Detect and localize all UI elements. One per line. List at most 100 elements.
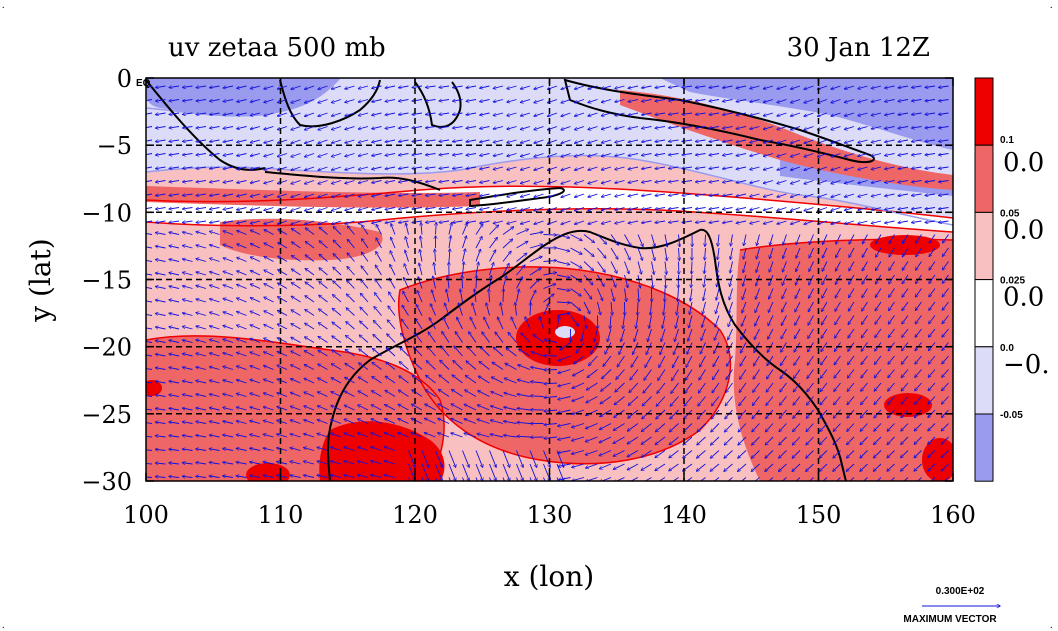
wind-arrow bbox=[264, 153, 274, 157]
wind-arrow bbox=[561, 193, 571, 197]
wind-arrow bbox=[344, 489, 355, 491]
negative-core-northeast bbox=[660, 78, 953, 150]
wind-arrow bbox=[723, 220, 733, 223]
wind-arrow bbox=[480, 85, 490, 88]
wind-arrow bbox=[264, 112, 274, 116]
vector-key-value: 0.300E+02 bbox=[936, 586, 985, 597]
wind-arrow bbox=[466, 127, 477, 129]
wind-arrow bbox=[889, 234, 895, 244]
wind-arrow bbox=[736, 112, 747, 115]
vortex-eye bbox=[555, 326, 575, 338]
wind-arrow bbox=[305, 228, 315, 235]
wind-arrow bbox=[358, 166, 369, 170]
wind-arrow bbox=[849, 234, 855, 244]
wind-arrow bbox=[912, 100, 922, 102]
wind-arrow bbox=[439, 167, 450, 169]
wind-arrow bbox=[709, 100, 720, 102]
wind-arrow bbox=[196, 167, 207, 169]
wind-arrow bbox=[763, 126, 774, 130]
wind-arrow bbox=[831, 180, 841, 184]
wind-arrow bbox=[750, 112, 760, 116]
wind-arrow bbox=[169, 208, 180, 210]
wind-arrow bbox=[887, 491, 895, 498]
wind-arrow bbox=[264, 243, 274, 249]
wind-arrow bbox=[615, 220, 625, 224]
wind-arrow bbox=[331, 139, 342, 143]
wind-arrow bbox=[655, 100, 666, 102]
wind-arrow bbox=[331, 193, 342, 197]
wind-arrow bbox=[480, 220, 490, 223]
vortex-core bbox=[516, 310, 600, 366]
y-tick-label: −25 bbox=[81, 401, 132, 429]
wind-arrow bbox=[804, 85, 814, 89]
wind-arrow bbox=[453, 181, 463, 183]
wind-arrow bbox=[448, 223, 452, 235]
wind-arrow bbox=[318, 139, 328, 143]
wind-arrow bbox=[765, 491, 773, 498]
wind-arrow bbox=[156, 100, 166, 102]
wind-arrow bbox=[372, 220, 382, 223]
wind-arrow bbox=[737, 505, 746, 512]
y-tick-label: −30 bbox=[81, 468, 132, 496]
wind-arrow bbox=[399, 181, 409, 183]
wind-arrow bbox=[744, 234, 747, 246]
wind-arrow bbox=[900, 505, 908, 512]
wind-arrow bbox=[902, 234, 909, 244]
x-tick-label: 110 bbox=[258, 501, 304, 529]
wind-arrow bbox=[763, 112, 774, 116]
wind-arrow bbox=[844, 153, 855, 157]
wind-arrow bbox=[898, 113, 909, 115]
wind-arrow bbox=[196, 140, 207, 142]
wind-arrow bbox=[345, 99, 355, 103]
wind-arrow bbox=[426, 181, 436, 182]
wind-arrow bbox=[831, 139, 841, 143]
wind-arrow bbox=[358, 193, 369, 197]
wind-arrow bbox=[914, 505, 922, 512]
wind-arrow bbox=[575, 207, 585, 211]
wind-arrow bbox=[331, 180, 342, 184]
wind-arrow bbox=[750, 126, 760, 130]
wind-arrow bbox=[925, 167, 936, 169]
positive-core-small-sw bbox=[246, 463, 290, 481]
wind-arrow bbox=[333, 227, 342, 235]
wind-arrow bbox=[777, 220, 787, 224]
wind-arrow bbox=[925, 221, 936, 223]
wind-arrow bbox=[696, 86, 706, 88]
wind-arrow bbox=[210, 167, 220, 169]
wind-arrow bbox=[885, 220, 895, 223]
wind-arrow bbox=[223, 112, 234, 115]
wind-arrow bbox=[305, 220, 315, 224]
wind-arrow bbox=[146, 246, 153, 249]
wind-arrow bbox=[871, 139, 882, 142]
wind-arrow bbox=[777, 112, 787, 116]
wind-arrow bbox=[898, 194, 909, 196]
wind-arrow bbox=[682, 127, 693, 128]
wind-arrow bbox=[277, 99, 288, 103]
wind-arrow bbox=[466, 181, 477, 183]
wind-arrow bbox=[534, 112, 544, 116]
wind-arrow bbox=[871, 126, 882, 129]
wind-arrow bbox=[277, 220, 288, 224]
wind-arrow bbox=[146, 207, 153, 210]
wind-arrow bbox=[696, 167, 706, 169]
x-tick-label: 100 bbox=[123, 501, 169, 529]
wind-arrow bbox=[763, 207, 774, 211]
wind-arrow bbox=[651, 234, 656, 247]
wind-arrow bbox=[597, 234, 607, 244]
wind-arrow bbox=[169, 504, 179, 505]
wind-arrow bbox=[655, 167, 666, 169]
wind-arrow bbox=[710, 491, 719, 498]
wind-arrow bbox=[844, 166, 855, 170]
wind-arrow bbox=[628, 85, 639, 88]
wind-arrow bbox=[642, 207, 652, 210]
wind-arrow bbox=[318, 207, 328, 211]
wind-arrow bbox=[291, 112, 301, 116]
wind-arrow bbox=[723, 85, 733, 88]
wind-arrow bbox=[763, 193, 774, 197]
wind-arrow bbox=[912, 208, 922, 210]
wind-arrow bbox=[448, 236, 451, 249]
wind-arrow bbox=[520, 166, 531, 170]
wind-arrow bbox=[556, 234, 570, 238]
wind-arrow bbox=[777, 166, 787, 170]
wind-arrow bbox=[358, 207, 369, 211]
